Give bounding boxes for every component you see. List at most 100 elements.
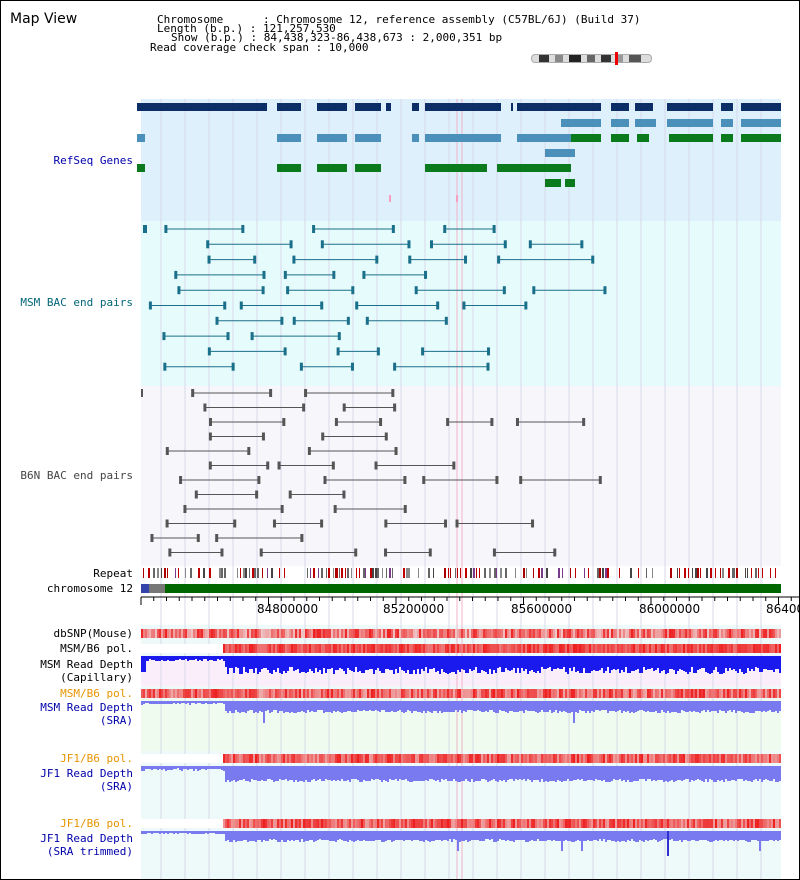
pol-heat-cell bbox=[609, 819, 611, 828]
pol-heat-cell bbox=[205, 689, 207, 698]
pol-heat-cell bbox=[489, 754, 491, 763]
read-depth-bar bbox=[267, 766, 269, 779]
read-depth-bar bbox=[277, 766, 279, 781]
jf1-sra-depth-label[interactable]: JF1 Read Depth bbox=[40, 767, 133, 780]
pol-heat-cell bbox=[751, 754, 753, 763]
read-depth-bar bbox=[699, 701, 701, 713]
jf1-trim-depth-label[interactable]: JF1 Read Depth bbox=[40, 832, 133, 845]
b6n-bac-track-bg bbox=[141, 386, 781, 566]
read-depth-bar bbox=[547, 766, 549, 782]
chromosome-track-label[interactable]: chromosome 12 bbox=[46, 582, 133, 595]
read-depth-bar bbox=[491, 766, 493, 780]
read-depth-bar bbox=[591, 701, 593, 711]
pol-heat-cell bbox=[293, 644, 295, 653]
pol-heat-cell bbox=[247, 754, 249, 763]
repeat-mark bbox=[370, 568, 372, 578]
pol-heat-cell bbox=[735, 819, 737, 828]
pol-heat-cell bbox=[329, 819, 331, 828]
pol-heat-cell bbox=[269, 644, 271, 653]
read-depth-bar bbox=[707, 701, 709, 710]
pol-heat-cell bbox=[271, 689, 273, 698]
read-depth-bar bbox=[451, 831, 453, 842]
pol-heat-cell bbox=[769, 689, 771, 698]
repeat-track-label[interactable]: Repeat bbox=[93, 567, 133, 580]
read-depth-bar bbox=[465, 831, 467, 840]
pol-heat-cell bbox=[383, 644, 385, 653]
read-depth-bar bbox=[167, 766, 169, 770]
read-depth-bar bbox=[557, 831, 559, 841]
jf1-b6-pol-trim-label[interactable]: JF1/B6 pol. bbox=[60, 817, 133, 830]
b6n-bac-pair-end bbox=[384, 548, 388, 557]
pol-heat-cell bbox=[281, 689, 283, 698]
read-depth-bar bbox=[355, 656, 357, 667]
chromosome-ideogram[interactable] bbox=[531, 52, 652, 65]
pol-heat-cell bbox=[599, 629, 601, 638]
pol-heat-cell bbox=[315, 689, 317, 698]
pol-heat-cell bbox=[651, 754, 653, 763]
pol-heat-cell bbox=[583, 629, 585, 638]
repeat-mark bbox=[335, 568, 337, 578]
read-depth-bar bbox=[761, 701, 763, 712]
pol-heat-cell bbox=[257, 819, 259, 828]
b6n-bac-pair-end bbox=[208, 432, 212, 441]
read-depth-bar bbox=[435, 831, 437, 840]
msm-b6-pol-sra-label[interactable]: MSM/B6 pol. bbox=[60, 687, 133, 700]
pol-heat-cell bbox=[217, 629, 219, 638]
pol-heat-cell bbox=[703, 689, 705, 698]
pol-heat-cell bbox=[691, 644, 693, 653]
gene-exon-block bbox=[611, 134, 629, 142]
b6n-bac-pair-end bbox=[331, 461, 335, 470]
read-depth-bar bbox=[281, 831, 283, 840]
pol-heat-cell bbox=[165, 629, 167, 638]
pol-heat-cell bbox=[299, 754, 301, 763]
pol-heat-cell bbox=[561, 754, 563, 763]
msm-b6-pol-label[interactable]: MSM/B6 pol. bbox=[60, 642, 133, 655]
read-depth-bar bbox=[673, 656, 675, 670]
msm-sra-depth-label[interactable]: MSM Read Depth bbox=[40, 701, 133, 714]
read-depth-bar bbox=[565, 701, 567, 712]
gene-exon-block bbox=[425, 103, 501, 111]
gene-exon-block bbox=[741, 119, 781, 127]
read-depth-bar bbox=[293, 701, 295, 713]
read-depth-bar bbox=[505, 766, 507, 782]
pol-heat-cell bbox=[351, 629, 353, 638]
read-depth-bar bbox=[345, 766, 347, 781]
pol-heat-cell bbox=[465, 754, 467, 763]
read-depth-bar bbox=[259, 701, 261, 711]
msm-bac-pair-end bbox=[332, 270, 336, 279]
pol-heat-cell bbox=[591, 754, 593, 763]
pol-heat-cell bbox=[643, 644, 645, 653]
pol-heat-cell bbox=[641, 689, 643, 698]
read-depth-bar bbox=[775, 701, 777, 711]
repeat-mark bbox=[473, 568, 475, 578]
read-depth-bar bbox=[531, 656, 533, 670]
pol-heat-cell bbox=[519, 754, 521, 763]
read-depth-bar bbox=[419, 701, 421, 712]
pol-heat-cell bbox=[649, 644, 651, 653]
msm-bac-track-label[interactable]: MSM BAC end pairs bbox=[20, 296, 133, 309]
read-depth-bar bbox=[671, 701, 673, 712]
msm-cap-depth-label[interactable]: MSM Read Depth bbox=[40, 658, 133, 671]
b6n-bac-pair-end bbox=[141, 389, 143, 397]
pol-heat-cell bbox=[565, 819, 567, 828]
pol-heat-cell bbox=[485, 689, 487, 698]
jf1-b6-pol-label[interactable]: JF1/B6 pol. bbox=[60, 752, 133, 765]
pol-heat-cell bbox=[681, 644, 683, 653]
pol-heat-cell bbox=[407, 644, 409, 653]
pol-heat-cell bbox=[177, 689, 179, 698]
refseq-track-label[interactable]: RefSeq Genes bbox=[53, 154, 133, 167]
b6n-bac-track-label[interactable]: B6N BAC end pairs bbox=[20, 469, 133, 482]
read-depth-bar bbox=[619, 656, 621, 673]
read-depth-bar bbox=[305, 701, 307, 713]
dbsnp-track-label[interactable]: dbSNP(Mouse) bbox=[53, 627, 133, 640]
read-depth-bar bbox=[193, 831, 195, 834]
read-depth-bar bbox=[537, 656, 539, 671]
pol-heat-cell bbox=[487, 689, 489, 698]
pol-heat-cell bbox=[561, 819, 563, 828]
repeat-mark bbox=[341, 568, 343, 578]
pol-heat-cell bbox=[541, 689, 543, 698]
read-depth-bar bbox=[731, 656, 733, 670]
repeat-mark bbox=[706, 568, 708, 578]
read-depth-bar bbox=[221, 766, 223, 770]
